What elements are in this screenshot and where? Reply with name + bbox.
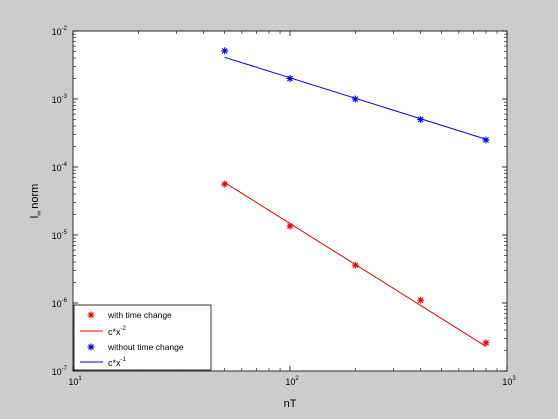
y-tick-label: 10-4 xyxy=(52,162,68,173)
marker-stroke xyxy=(287,75,293,82)
y-tick-label: 10-7 xyxy=(52,366,68,377)
series-line-2 xyxy=(224,182,487,347)
x-tick-label: 101 xyxy=(68,376,82,387)
marker-stroke xyxy=(221,181,228,188)
x-axis-label: nT xyxy=(284,398,297,410)
marker-stroke xyxy=(88,344,94,350)
y-tick-label: 10-6 xyxy=(52,298,68,309)
legend: with time change c*x-2 without time change… xyxy=(73,304,212,371)
series-line-4 xyxy=(224,56,487,140)
data-point-series-3 xyxy=(221,47,229,55)
y-tick-label: 10-3 xyxy=(52,94,68,105)
x-tick-label: 102 xyxy=(285,376,299,387)
marker-stroke xyxy=(417,297,424,304)
y-axis-label: l∞norm xyxy=(29,184,43,219)
x-tick-label: 103 xyxy=(502,376,516,387)
legend-marker-swatch xyxy=(87,343,95,351)
marker-stroke xyxy=(221,47,228,54)
marker-stroke xyxy=(352,96,359,102)
marker-stroke xyxy=(483,137,489,143)
y-tick-label: 10-2 xyxy=(52,26,68,37)
marker-stroke xyxy=(417,116,424,123)
legend-marker-swatch xyxy=(87,311,95,319)
y-tick-label: 10-5 xyxy=(52,230,68,241)
legend-label: without time change xyxy=(107,342,184,352)
legend-label: c*x-2 xyxy=(108,326,127,337)
marker-stroke xyxy=(88,312,94,318)
legend-label: c*x-1 xyxy=(108,357,127,368)
data-point-series-3 xyxy=(482,136,490,144)
data-point-series-1 xyxy=(482,339,490,347)
marker-stroke xyxy=(483,339,489,346)
marker-stroke xyxy=(352,262,359,269)
legend-box xyxy=(73,304,212,371)
data-point-series-1 xyxy=(417,296,425,304)
legend-label: with time change xyxy=(107,310,172,320)
series-layer xyxy=(221,47,490,347)
legend-entries: with time change c*x-2 without time change… xyxy=(80,310,184,368)
axis-ticks: 101 102 103 10-7 10-6 10-5 10-4 10-3 10-2 xyxy=(52,26,517,387)
